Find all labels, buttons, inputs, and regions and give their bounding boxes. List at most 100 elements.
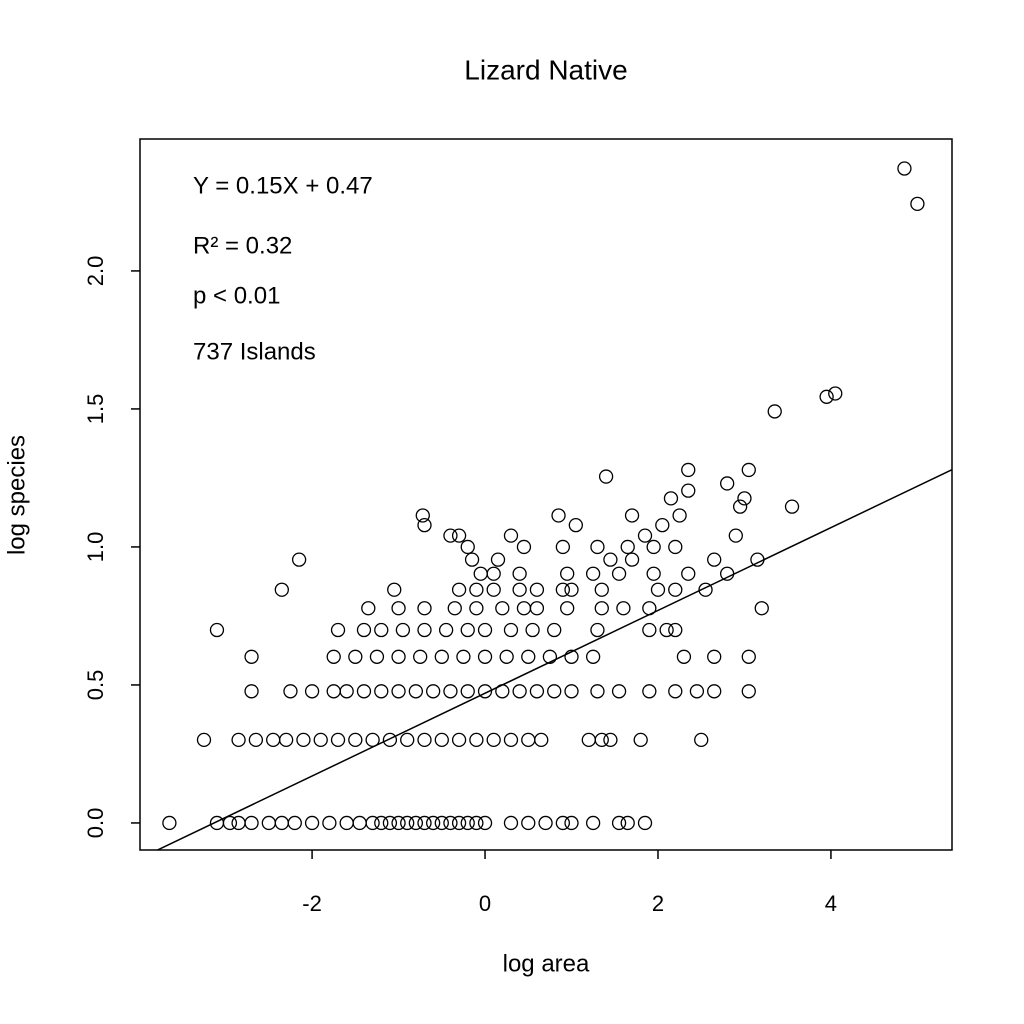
y-tick-label: 1.0	[83, 532, 108, 563]
point	[356, 684, 372, 699]
point	[408, 684, 424, 699]
point	[339, 684, 354, 699]
y-axis-label: log species	[3, 435, 30, 555]
point	[689, 684, 705, 699]
point	[434, 649, 449, 664]
point	[646, 539, 661, 555]
y-tick-label: 2.0	[83, 256, 108, 287]
point	[590, 622, 605, 638]
point	[590, 684, 605, 699]
point	[486, 582, 501, 597]
point	[503, 528, 519, 543]
point	[456, 649, 471, 664]
point	[620, 815, 635, 831]
point	[382, 815, 398, 831]
point	[668, 684, 683, 699]
point	[784, 499, 800, 514]
point	[521, 815, 536, 831]
point	[304, 815, 320, 831]
point	[162, 815, 177, 831]
point	[728, 528, 743, 543]
point	[538, 815, 553, 831]
point	[672, 508, 687, 523]
point	[720, 566, 735, 581]
point	[244, 815, 259, 831]
point	[451, 582, 467, 597]
point	[529, 601, 545, 616]
point	[732, 499, 748, 514]
point	[681, 462, 696, 478]
point	[741, 462, 756, 478]
point	[564, 582, 579, 597]
point	[274, 582, 289, 597]
point	[313, 732, 328, 748]
point	[417, 732, 432, 748]
point	[387, 582, 402, 597]
point	[547, 622, 562, 638]
point	[196, 732, 212, 748]
point	[417, 622, 432, 638]
point	[594, 732, 609, 748]
point	[819, 389, 834, 404]
point	[374, 684, 389, 699]
point	[244, 649, 259, 664]
point	[443, 815, 458, 831]
point	[209, 622, 225, 638]
point	[516, 539, 532, 555]
annotation: Y = 0.15X + 0.47	[193, 172, 373, 199]
point	[590, 539, 605, 555]
point	[720, 476, 735, 491]
point	[460, 684, 475, 699]
annotation: p < 0.01	[193, 282, 280, 309]
point	[676, 649, 692, 664]
point	[668, 539, 683, 555]
point	[754, 601, 769, 616]
point	[464, 552, 480, 567]
x-tick-label: 2	[652, 891, 664, 916]
point	[564, 815, 579, 831]
point	[611, 684, 627, 699]
point	[616, 601, 631, 616]
point	[512, 582, 527, 597]
point	[477, 815, 493, 831]
point	[611, 815, 627, 831]
point	[663, 491, 679, 506]
point	[369, 649, 385, 664]
point	[564, 649, 579, 664]
point	[417, 517, 432, 533]
point	[547, 684, 562, 699]
point	[395, 622, 411, 638]
point	[698, 582, 713, 597]
point	[434, 732, 449, 748]
fit-line	[155, 468, 952, 850]
point	[326, 649, 341, 664]
point	[391, 815, 406, 831]
point	[283, 684, 298, 699]
x-tick-label: 4	[825, 891, 837, 916]
annotation: R² = 0.32	[193, 232, 292, 259]
point	[642, 684, 657, 699]
point	[391, 684, 406, 699]
point	[897, 161, 912, 176]
point	[650, 582, 666, 597]
point	[348, 649, 363, 664]
point	[620, 539, 635, 555]
x-tick-label: -2	[302, 891, 322, 916]
point	[646, 566, 661, 581]
point	[585, 815, 601, 831]
point	[365, 815, 380, 831]
point	[707, 649, 722, 664]
point	[495, 601, 510, 616]
point	[417, 815, 432, 831]
point	[400, 732, 415, 748]
plot-frame	[139, 138, 953, 851]
point	[564, 684, 579, 699]
point	[244, 684, 259, 699]
point	[477, 622, 493, 638]
point	[382, 732, 398, 748]
point	[469, 582, 484, 597]
point	[477, 649, 493, 664]
point	[534, 732, 549, 748]
